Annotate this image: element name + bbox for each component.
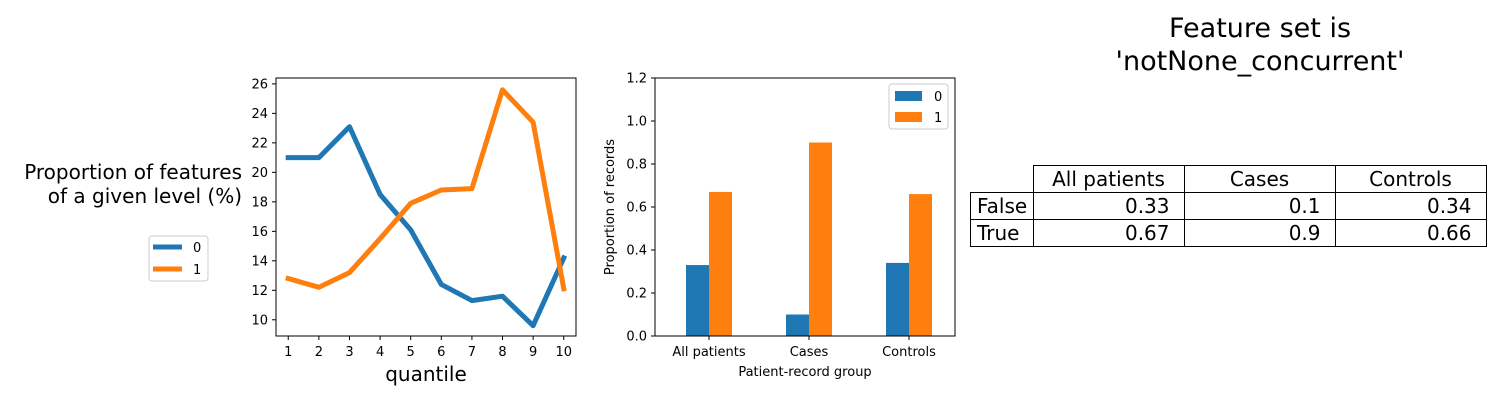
series-line-1 (285, 87, 567, 292)
x-tick-label: 3 (345, 345, 353, 360)
x-tick-label: 4 (376, 345, 384, 360)
x-tick-label: 9 (529, 345, 537, 360)
legend-label-1: 1 (934, 111, 942, 126)
bar-1 (909, 194, 932, 336)
x-tick-label: 1 (284, 345, 292, 360)
y-tick-label: 0.2 (626, 287, 647, 302)
table-cell: 0.34 (1334, 192, 1487, 220)
x-axis-label: Patient-record group (738, 365, 871, 380)
series-line-0 (285, 124, 568, 329)
y-tick-label: 10 (251, 313, 268, 328)
table-cell: 0.1 (1183, 192, 1336, 220)
x-tick-label: Cases (790, 345, 829, 360)
row-label: False (970, 192, 1034, 220)
line-legend: 01 (148, 235, 209, 282)
y-axis-label: Proportion of records (603, 139, 618, 275)
y-tick-label: 22 (251, 136, 268, 151)
table-cell: 0.9 (1183, 219, 1336, 247)
y-label-line-2: of a given level (%) (47, 184, 242, 208)
x-axis-label: quantile (385, 362, 467, 386)
plot-frame (275, 77, 577, 337)
table-row: False 0.33 0.1 0.34 (970, 192, 1487, 220)
bar-chart: All patients Cases Controls 0.0 0.2 0.4 0.6 0.8… (603, 72, 956, 380)
y-tick-label: 16 (251, 225, 268, 240)
y-label-line-1: Proportion of features (24, 160, 242, 184)
y-tick-label: 1.2 (626, 72, 647, 87)
y-tick-label: 0.8 (626, 158, 647, 173)
y-tick-label: 14 (251, 254, 268, 269)
y-tick-label: 18 (251, 195, 268, 210)
y-tick-label: 26 (251, 77, 268, 92)
column-header: All patients (1032, 165, 1185, 193)
row-label: True (970, 219, 1034, 247)
table-corner-cell (971, 166, 1034, 193)
legend-label-1: 1 (193, 263, 201, 278)
legend-label-0: 0 (934, 90, 942, 105)
table-title: Feature set is 'notNone_concurrent' (1060, 12, 1460, 78)
y-tick-label: 0.6 (626, 201, 647, 216)
table-row: True 0.67 0.9 0.66 (970, 219, 1487, 247)
column-header: Cases (1183, 165, 1336, 193)
bar-0 (786, 314, 809, 336)
table-header-row: All patients Cases Controls (971, 165, 1487, 193)
bar-1 (709, 191, 732, 336)
legend-swatch-0 (895, 91, 922, 101)
x-tick-label: 7 (468, 345, 476, 360)
legend-swatch-1 (895, 112, 922, 122)
title-line-1: Feature set is (1168, 13, 1352, 44)
y-tick-label: 0.0 (626, 330, 647, 345)
table-cell: 0.66 (1334, 219, 1487, 247)
x-tick-label: 8 (498, 345, 506, 360)
bar-legend: 01 (888, 83, 949, 130)
x-tick-label: 10 (555, 345, 572, 360)
results-table: All patients Cases Controls False 0.33 0… (970, 165, 1487, 247)
legend-label-0: 0 (193, 241, 201, 256)
line-chart-y-label: Proportion of features of a given level … (0, 160, 242, 208)
x-tick-label: 2 (315, 345, 323, 360)
y-tick-label: 0.4 (626, 244, 647, 259)
column-header: Controls (1334, 165, 1487, 193)
x-tick-label: 5 (407, 345, 415, 360)
x-tick-label: All patients (672, 345, 746, 360)
y-tick-label: 1.0 (626, 115, 647, 130)
bar-0 (886, 262, 909, 336)
y-tick-label: 24 (251, 107, 268, 122)
x-tick-label: Controls (882, 345, 936, 360)
table-cell: 0.67 (1032, 219, 1185, 247)
bar-0 (686, 265, 709, 336)
x-tick-label: 6 (437, 345, 445, 360)
y-tick-label: 12 (251, 284, 268, 299)
table-cell: 0.33 (1032, 192, 1185, 220)
title-line-2: 'notNone_concurrent' (1115, 46, 1405, 77)
bar-1 (809, 142, 832, 336)
y-tick-label: 20 (251, 166, 268, 181)
